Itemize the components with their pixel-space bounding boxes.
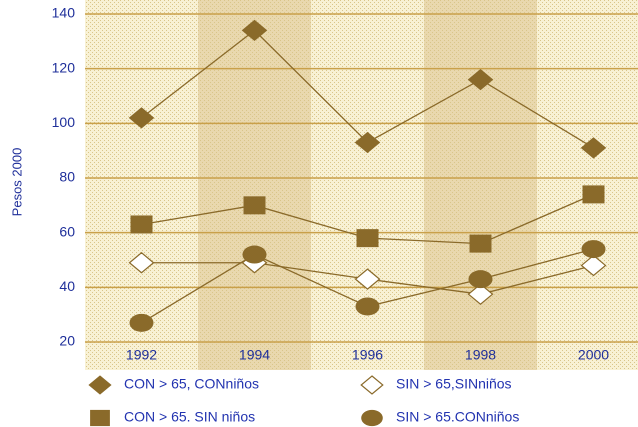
marker <box>128 251 155 274</box>
y-tick-label: 80 <box>59 169 75 185</box>
x-tick-label: 1992 <box>126 347 157 363</box>
marker <box>581 240 606 259</box>
legend-label: SIN > 65,SINniños <box>396 376 512 392</box>
y-tick-label: 100 <box>52 114 76 130</box>
y-tick-label: 40 <box>59 278 75 294</box>
legend-label: SIN > 65.CONniños <box>396 409 519 425</box>
marker <box>468 270 493 289</box>
marker <box>361 409 383 427</box>
marker <box>129 313 154 332</box>
marker <box>355 297 380 316</box>
marker <box>354 131 381 154</box>
marker <box>580 137 607 159</box>
marker <box>88 375 112 395</box>
marker <box>90 409 110 427</box>
y-axis-label: Pesos 2000 <box>9 148 24 217</box>
x-tick-label: 2000 <box>578 347 609 363</box>
marker <box>580 254 607 277</box>
y-tick-label: 60 <box>59 223 75 239</box>
marker <box>241 19 268 42</box>
y-tick-label: 20 <box>59 333 75 349</box>
marker <box>130 215 153 234</box>
legend-label: CON > 65, CONniños <box>124 376 259 392</box>
marker <box>242 245 267 264</box>
marker <box>582 185 605 204</box>
marker <box>467 68 494 91</box>
y-tick-label: 120 <box>52 59 76 75</box>
x-tick-label: 1994 <box>239 347 270 363</box>
x-tick-label: 1998 <box>465 347 496 363</box>
legend-label: CON > 65. SIN niños <box>124 409 255 425</box>
x-tick-label: 1996 <box>352 347 383 363</box>
marker <box>354 268 381 290</box>
plot-pattern <box>85 0 638 370</box>
marker <box>467 283 494 305</box>
y-tick-label: 140 <box>52 5 76 21</box>
marker <box>356 229 379 248</box>
marker <box>128 107 155 129</box>
marker <box>243 196 266 215</box>
marker <box>469 234 492 253</box>
marker <box>360 375 384 395</box>
